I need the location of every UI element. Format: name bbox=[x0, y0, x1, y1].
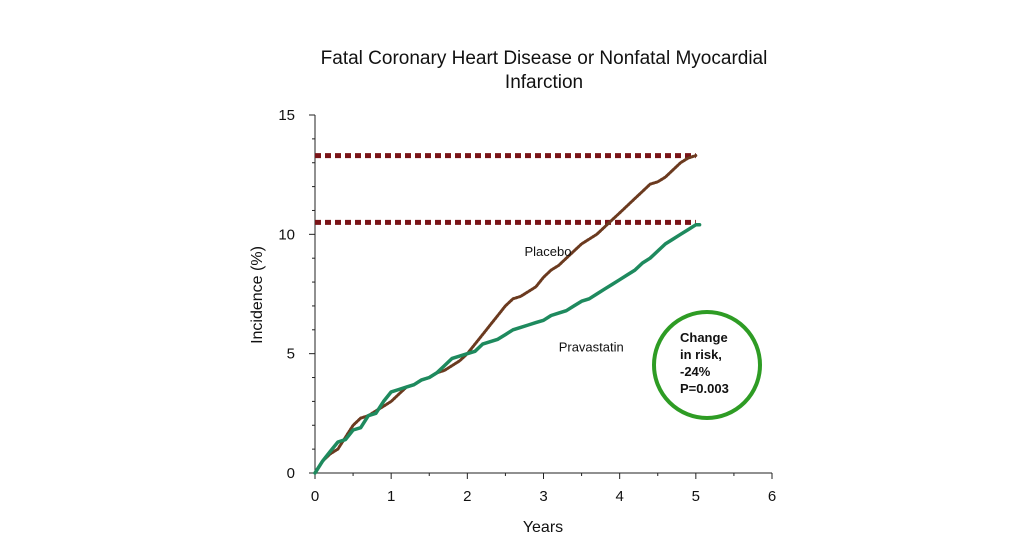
x-axis-label: Years bbox=[523, 519, 563, 536]
chart-title-line-1: Fatal Coronary Heart Disease or Nonfatal… bbox=[321, 48, 768, 69]
risk-annotation-circle bbox=[652, 310, 762, 420]
y-tick-label-0: 0 bbox=[287, 465, 295, 482]
x-tick-label-1: 1 bbox=[387, 488, 395, 505]
pravastatin-line bbox=[313, 223, 702, 475]
chart-title-line-2: Infarction bbox=[505, 72, 583, 93]
y-tick-label-10: 10 bbox=[278, 226, 295, 243]
x-tick-label-0: 0 bbox=[311, 488, 319, 505]
x-tick-label-6: 6 bbox=[768, 488, 776, 505]
placebo-line bbox=[313, 154, 698, 475]
annotation-line-4: P=0.003 bbox=[680, 381, 729, 396]
annotation-line-1: Change bbox=[680, 330, 728, 345]
x-tick-label-3: 3 bbox=[539, 488, 547, 505]
data-series bbox=[313, 154, 702, 475]
y-axis-label: Incidence (%) bbox=[249, 246, 266, 344]
x-tick-label-5: 5 bbox=[692, 488, 700, 505]
x-tick-label-2: 2 bbox=[463, 488, 471, 505]
x-tick-label-4: 4 bbox=[615, 488, 623, 505]
placebo-label: Placebo bbox=[525, 244, 572, 259]
pravastatin-label: Pravastatin bbox=[559, 339, 624, 354]
axis-ticks: 0 1 2 3 4 5 6 0 5 10 15 bbox=[278, 107, 776, 505]
y-tick-label-15: 15 bbox=[278, 107, 295, 124]
annotation-line-3: -24% bbox=[680, 364, 711, 379]
annotation-line-2: in risk, bbox=[680, 347, 722, 362]
reference-lines bbox=[315, 153, 696, 225]
y-tick-label-5: 5 bbox=[287, 346, 295, 363]
